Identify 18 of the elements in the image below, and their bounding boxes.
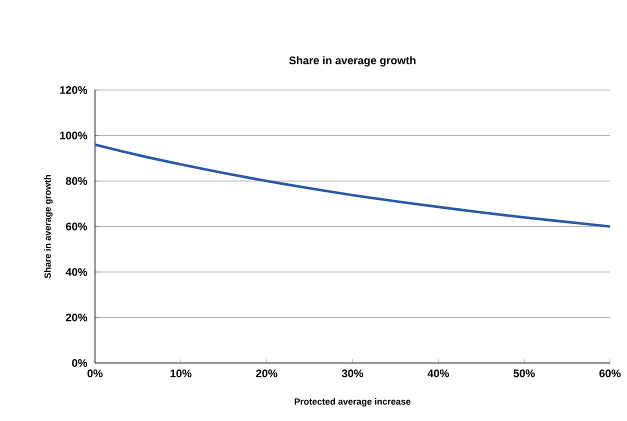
y-tick-label: 60% [66,222,88,230]
y-tick-label: 120% [60,86,88,94]
y-axis-title: Share in average growth [44,174,53,278]
x-axis-title: Protected average increase [294,398,410,407]
x-tick-label: 60% [599,370,621,378]
y-tick-label: 20% [66,314,88,322]
x-tick-label: 30% [342,370,364,378]
x-tick-label: 40% [428,370,450,378]
y-tick-label: 40% [66,268,88,276]
x-tick-label: 10% [170,370,192,378]
x-tick-label: 0% [88,370,103,378]
line-series [94,143,612,228]
x-tick-label: 20% [256,370,278,378]
y-tick-label: 100% [60,132,88,140]
y-tick-label: 0% [72,359,88,367]
chart-title: Share in average growth [289,56,416,67]
y-tick-label: 80% [66,177,88,185]
x-tick-label: 50% [514,370,535,378]
